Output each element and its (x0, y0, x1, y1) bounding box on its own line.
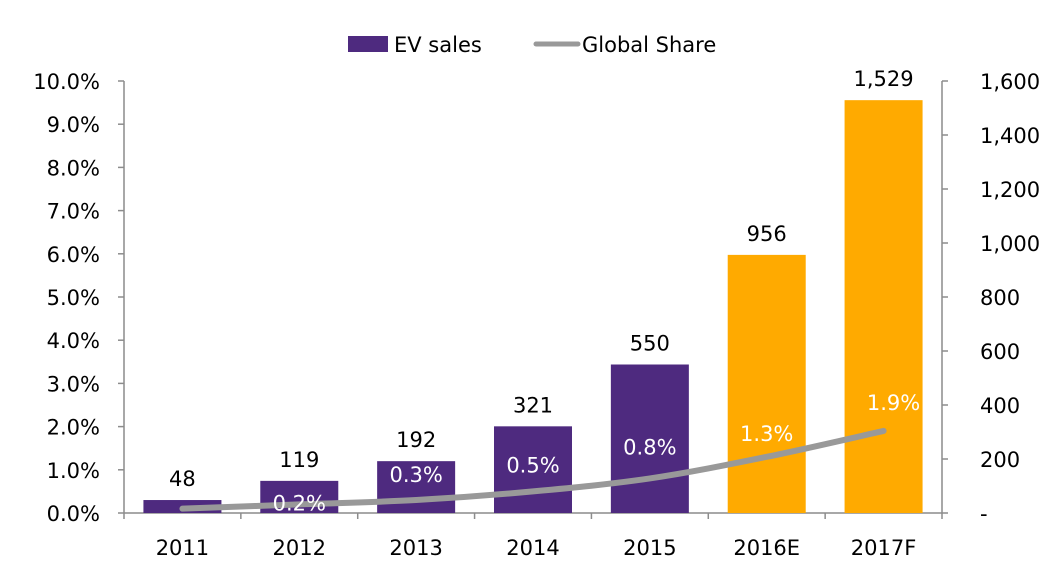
bar-ev-sales (844, 100, 923, 514)
right-axis-tick-label: 200 (980, 448, 1020, 472)
right-axis-tick-label: - (980, 502, 988, 526)
global-share-label: 0.8% (623, 435, 676, 459)
bar-ev-sales (727, 254, 806, 513)
axes: 0.0% 1.0% 2.0% 3.0% 4.0% 5.0% 6.0% 7.0% 8.0% 9.0%… (33, 70, 1040, 560)
left-axis-tick-label: 2.0% (47, 416, 100, 440)
legend: EV sales Global Share (348, 33, 716, 57)
global-share-line (179, 427, 887, 512)
right-axis-tick-label: 400 (980, 394, 1020, 418)
global-share-label: 0.2% (273, 491, 326, 515)
bar-value-label: 119 (279, 448, 319, 472)
right-axis-tick-label: 1,600 (980, 70, 1040, 94)
x-axis-tick-label: 2015 (623, 536, 676, 560)
left-axis-tick-label: 3.0% (47, 372, 100, 396)
left-axis-tick-label: 10.0% (33, 70, 100, 94)
x-axis-tick-label: 2012 (273, 536, 326, 560)
bar-value-label: 1,529 (854, 67, 914, 91)
left-axis-tick-label: 4.0% (47, 329, 100, 353)
bar-ev-sales (494, 426, 572, 513)
left-axis-tick-label: 9.0% (47, 113, 100, 137)
global-share-label: 0.5% (506, 453, 559, 477)
x-axis-tick-label: 2013 (389, 536, 442, 560)
right-axis-tick-label: 1,000 (980, 232, 1040, 256)
right-axis-tick-label: 1,200 (980, 178, 1040, 202)
bar-value-label: 48 (169, 467, 196, 491)
right-axis-tick-label: 600 (980, 340, 1020, 364)
left-axis-tick-label: 8.0% (47, 156, 100, 180)
global-share-label: 0.3% (389, 463, 442, 487)
x-axis-tick-label: 2014 (506, 536, 559, 560)
global-share-labels: 0.2% 0.3% 0.5% 0.8% 1.3% 1.9% (273, 391, 921, 515)
bars (143, 100, 923, 514)
bar-ev-sales (610, 364, 689, 513)
bar-ev-sales (377, 461, 456, 513)
x-axis-tick-label: 2017F (851, 536, 917, 560)
left-axis-tick-label: 5.0% (47, 286, 100, 310)
right-axis-tick-label: 800 (980, 286, 1020, 310)
right-axis-tick-label: 1,400 (980, 124, 1040, 148)
global-share-label: 1.9% (867, 391, 920, 415)
x-axis-tick-label: 2011 (156, 536, 209, 560)
x-axis-tick-label: 2016E (733, 536, 800, 560)
global-share-label: 1.3% (740, 422, 793, 446)
left-axis-tick-label: 1.0% (47, 459, 100, 483)
bar-value-label: 550 (630, 332, 670, 356)
left-axis-tick-label: 6.0% (47, 243, 100, 267)
left-axis-tick-label: 0.0% (47, 502, 100, 526)
bar-value-label: 321 (513, 393, 553, 417)
left-axis-tick-label: 7.0% (47, 200, 100, 224)
bar-value-labels: 48 119 192 321 550 956 1,529 (169, 67, 914, 491)
legend-label-global-share: Global Share (582, 33, 716, 57)
bar-value-label: 192 (396, 428, 436, 452)
legend-label-ev-sales: EV sales (394, 33, 482, 57)
bar-value-label: 956 (747, 222, 787, 246)
legend-swatch-ev-sales (348, 36, 388, 52)
